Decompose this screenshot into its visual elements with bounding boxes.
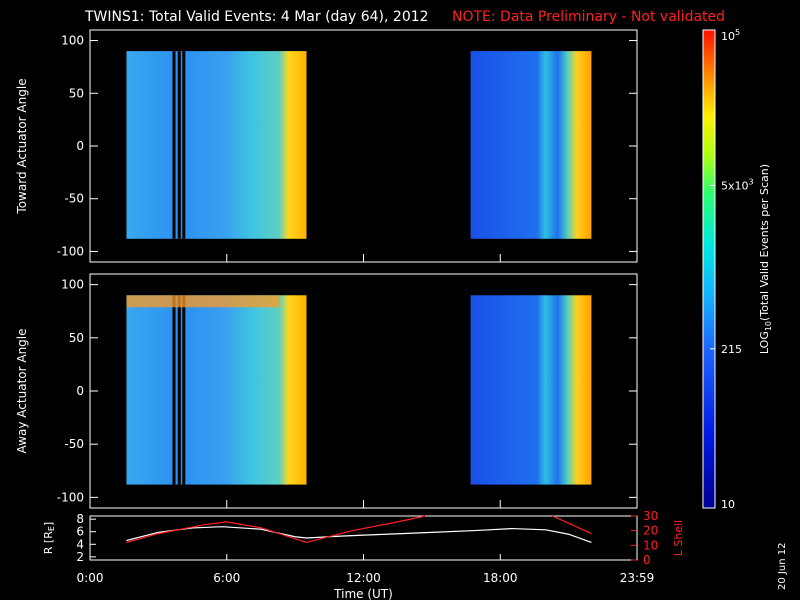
right-tick-label: 20	[643, 524, 658, 538]
right-tick-label: 10	[643, 538, 658, 552]
data-gap	[182, 51, 186, 239]
left-axis-label: R [RE]	[42, 522, 56, 554]
y-tick-label: -100	[57, 244, 84, 258]
heatmap-block	[470, 295, 592, 485]
left-tick-label: 8	[76, 512, 84, 526]
lshell-series-line	[552, 515, 592, 535]
away-angle-panel: -100 -50 0 50 100 Away Actuator Angle	[15, 273, 638, 509]
right-tick-label: 0	[643, 553, 651, 567]
y-tick-label: -100	[57, 490, 84, 504]
y-axis-label: Toward Actuator Angle	[15, 78, 29, 214]
chart-title: TWINS1: Total Valid Events: 4 Mar (day 6…	[84, 9, 429, 25]
y-tick-label: 0	[76, 384, 84, 398]
data-gap	[172, 295, 176, 485]
y-tick-label: -50	[64, 437, 84, 451]
left-tick-label: 4	[76, 537, 84, 551]
x-tick-label: 0:00	[77, 571, 104, 585]
colorbar-tick-label: 5x103	[721, 177, 754, 192]
y-tick-label: 100	[61, 34, 84, 48]
y-tick-label: 50	[69, 86, 84, 100]
data-gap	[182, 295, 186, 485]
right-tick-label: 30	[643, 509, 658, 523]
lshell-series-line	[126, 521, 307, 543]
date-stamp: 20 Jun 12	[777, 543, 788, 590]
x-tick-label: 18:00	[483, 571, 518, 585]
colorbar-tick-label: 105	[721, 28, 740, 43]
toward-angle-panel: -100 -50 0 50 100 Toward Actuator Angle	[15, 29, 638, 263]
y-tick-label: 100	[61, 278, 84, 292]
data-gap	[177, 51, 181, 239]
x-tick-label: 6:00	[213, 571, 240, 585]
y-tick-label: 50	[69, 331, 84, 345]
right-axis-label: L Shell	[672, 520, 685, 556]
colorbar-tick-label: 10	[721, 498, 735, 511]
data-gap	[172, 51, 176, 239]
y-axis-label: Away Actuator Angle	[15, 328, 29, 453]
x-tick-label: 12:00	[346, 571, 381, 585]
x-tick-label: 23:59	[620, 571, 655, 585]
preliminary-note: NOTE: Data Preliminary - Not validated	[452, 9, 725, 25]
x-axis-label: Time (UT)	[333, 587, 393, 600]
high-flux-band	[126, 295, 280, 308]
colorbar-label: LOG10(Total Valid Events per Scan)	[758, 164, 773, 354]
colorbar-tick-label: 215	[721, 343, 742, 356]
colorbar: 105 5x103 215 10 LOG10(Total Valid Events pe…	[702, 28, 773, 511]
left-tick-label: 6	[76, 525, 84, 539]
y-tick-label: -50	[64, 192, 84, 206]
heatmap-block	[126, 295, 307, 485]
heatmap-block	[126, 51, 307, 239]
radius-series-line	[126, 526, 592, 543]
heatmap-block	[470, 51, 592, 239]
data-gap	[177, 295, 181, 485]
y-tick-label: 0	[76, 139, 84, 153]
colorbar-scale	[702, 29, 716, 509]
left-tick-label: 2	[76, 550, 84, 564]
lshell-series-line	[306, 515, 426, 543]
plot-frame	[89, 515, 638, 561]
